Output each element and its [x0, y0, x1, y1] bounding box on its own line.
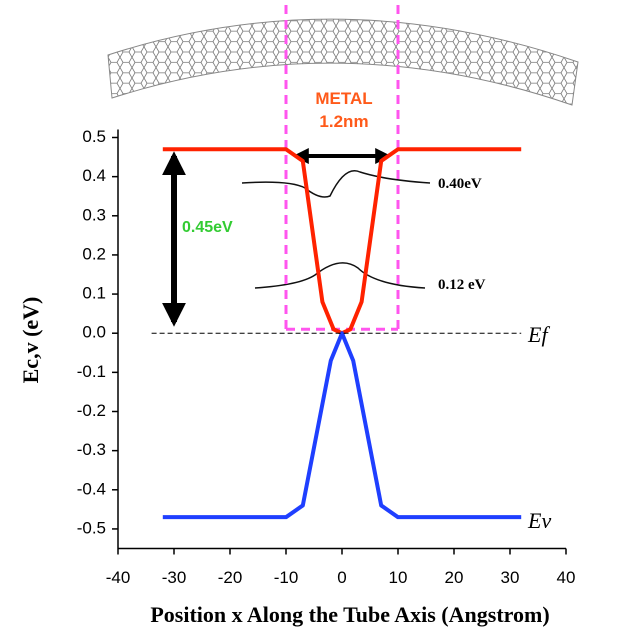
level-label: 0.12 eV — [438, 277, 486, 293]
x-tick-label: 0 — [337, 568, 346, 587]
x-tick-label: 30 — [501, 568, 520, 587]
x-axis-title: Position x Along the Tube Axis (Angstrom… — [150, 602, 549, 627]
y-tick-label: 0.0 — [82, 323, 106, 342]
y-tick-label: 0.5 — [82, 127, 106, 146]
x-tick-label: 20 — [445, 568, 464, 587]
y-tick-label: 0.2 — [82, 244, 106, 263]
gap-label: 0.45eV — [182, 219, 233, 236]
metal-label: METAL — [315, 89, 372, 108]
y-tick-label: 0.1 — [82, 284, 106, 303]
y-tick-label: 0.4 — [82, 166, 106, 185]
width-label: 1.2nm — [319, 112, 368, 131]
ev-label: Ev — [527, 508, 551, 533]
y-tick-label: -0.5 — [77, 518, 106, 537]
wavefunction-lower — [254, 262, 426, 289]
x-tick-label: 10 — [389, 568, 408, 587]
y-tick-label: -0.4 — [77, 479, 106, 498]
x-tick-label: -40 — [106, 568, 131, 587]
x-tick-label: 40 — [557, 568, 576, 587]
x-tick-label: -30 — [162, 568, 187, 587]
y-tick-label: 0.3 — [82, 205, 106, 224]
nanotube — [107, 18, 579, 106]
y-axis-title: Ec,v (eV) — [18, 297, 43, 384]
x-tick-label: -20 — [218, 568, 243, 587]
wavefunction-upper — [241, 170, 431, 198]
y-tick-label: -0.3 — [77, 440, 106, 459]
level-label: 0.40eV — [438, 176, 482, 192]
y-tick-label: -0.2 — [77, 401, 106, 420]
series-line — [162, 331, 522, 520]
x-tick-label: -10 — [274, 568, 299, 587]
y-tick-label: -0.1 — [77, 362, 106, 381]
ef-label: Ef — [527, 322, 550, 347]
